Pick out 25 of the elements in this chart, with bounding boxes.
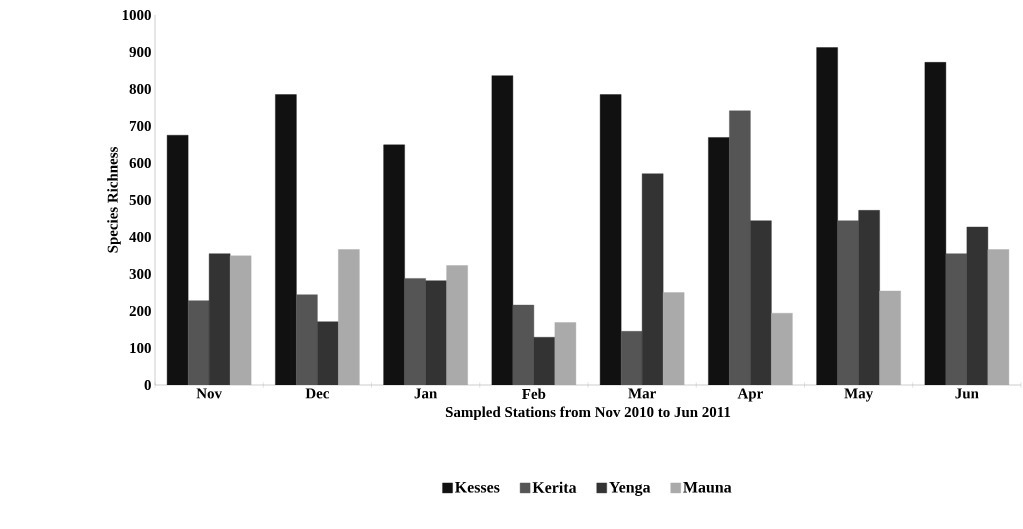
- y-tick-label: 0: [144, 379, 151, 391]
- legend-label: Mauna: [683, 482, 732, 493]
- x-tick-label: Feb: [522, 388, 546, 400]
- x-tick-label: Jun: [955, 388, 979, 399]
- x-tick-label: Dec: [305, 388, 330, 399]
- legend-label: Kesses: [455, 482, 500, 493]
- y-tick-label: 400: [129, 231, 151, 243]
- y-tick-label: 900: [129, 46, 151, 58]
- y-tick-label: 600: [129, 157, 151, 169]
- x-tick-label: Mar: [628, 388, 656, 399]
- y-tick-label: 300: [129, 268, 151, 280]
- legend-label: Kerita: [532, 481, 577, 493]
- y-tick-label: 200: [129, 305, 151, 317]
- x-tick-label: May: [844, 388, 874, 402]
- x-axis-title: Sampled Stations from Nov 2010 to Jun 2011: [445, 406, 731, 421]
- y-tick-label: 700: [129, 120, 151, 132]
- y-tick-label: 500: [129, 194, 151, 206]
- x-tick-label: Apr: [737, 388, 763, 402]
- y-tick-label: 1000: [122, 9, 151, 21]
- legend-label: Yenga: [609, 482, 651, 496]
- y-tick-label: 100: [130, 342, 151, 354]
- y-tick-label: 800: [129, 83, 151, 95]
- y-axis-title: Species Richness: [107, 147, 121, 253]
- x-tick-label: Nov: [196, 388, 222, 399]
- x-tick-label: Jan: [414, 388, 438, 399]
